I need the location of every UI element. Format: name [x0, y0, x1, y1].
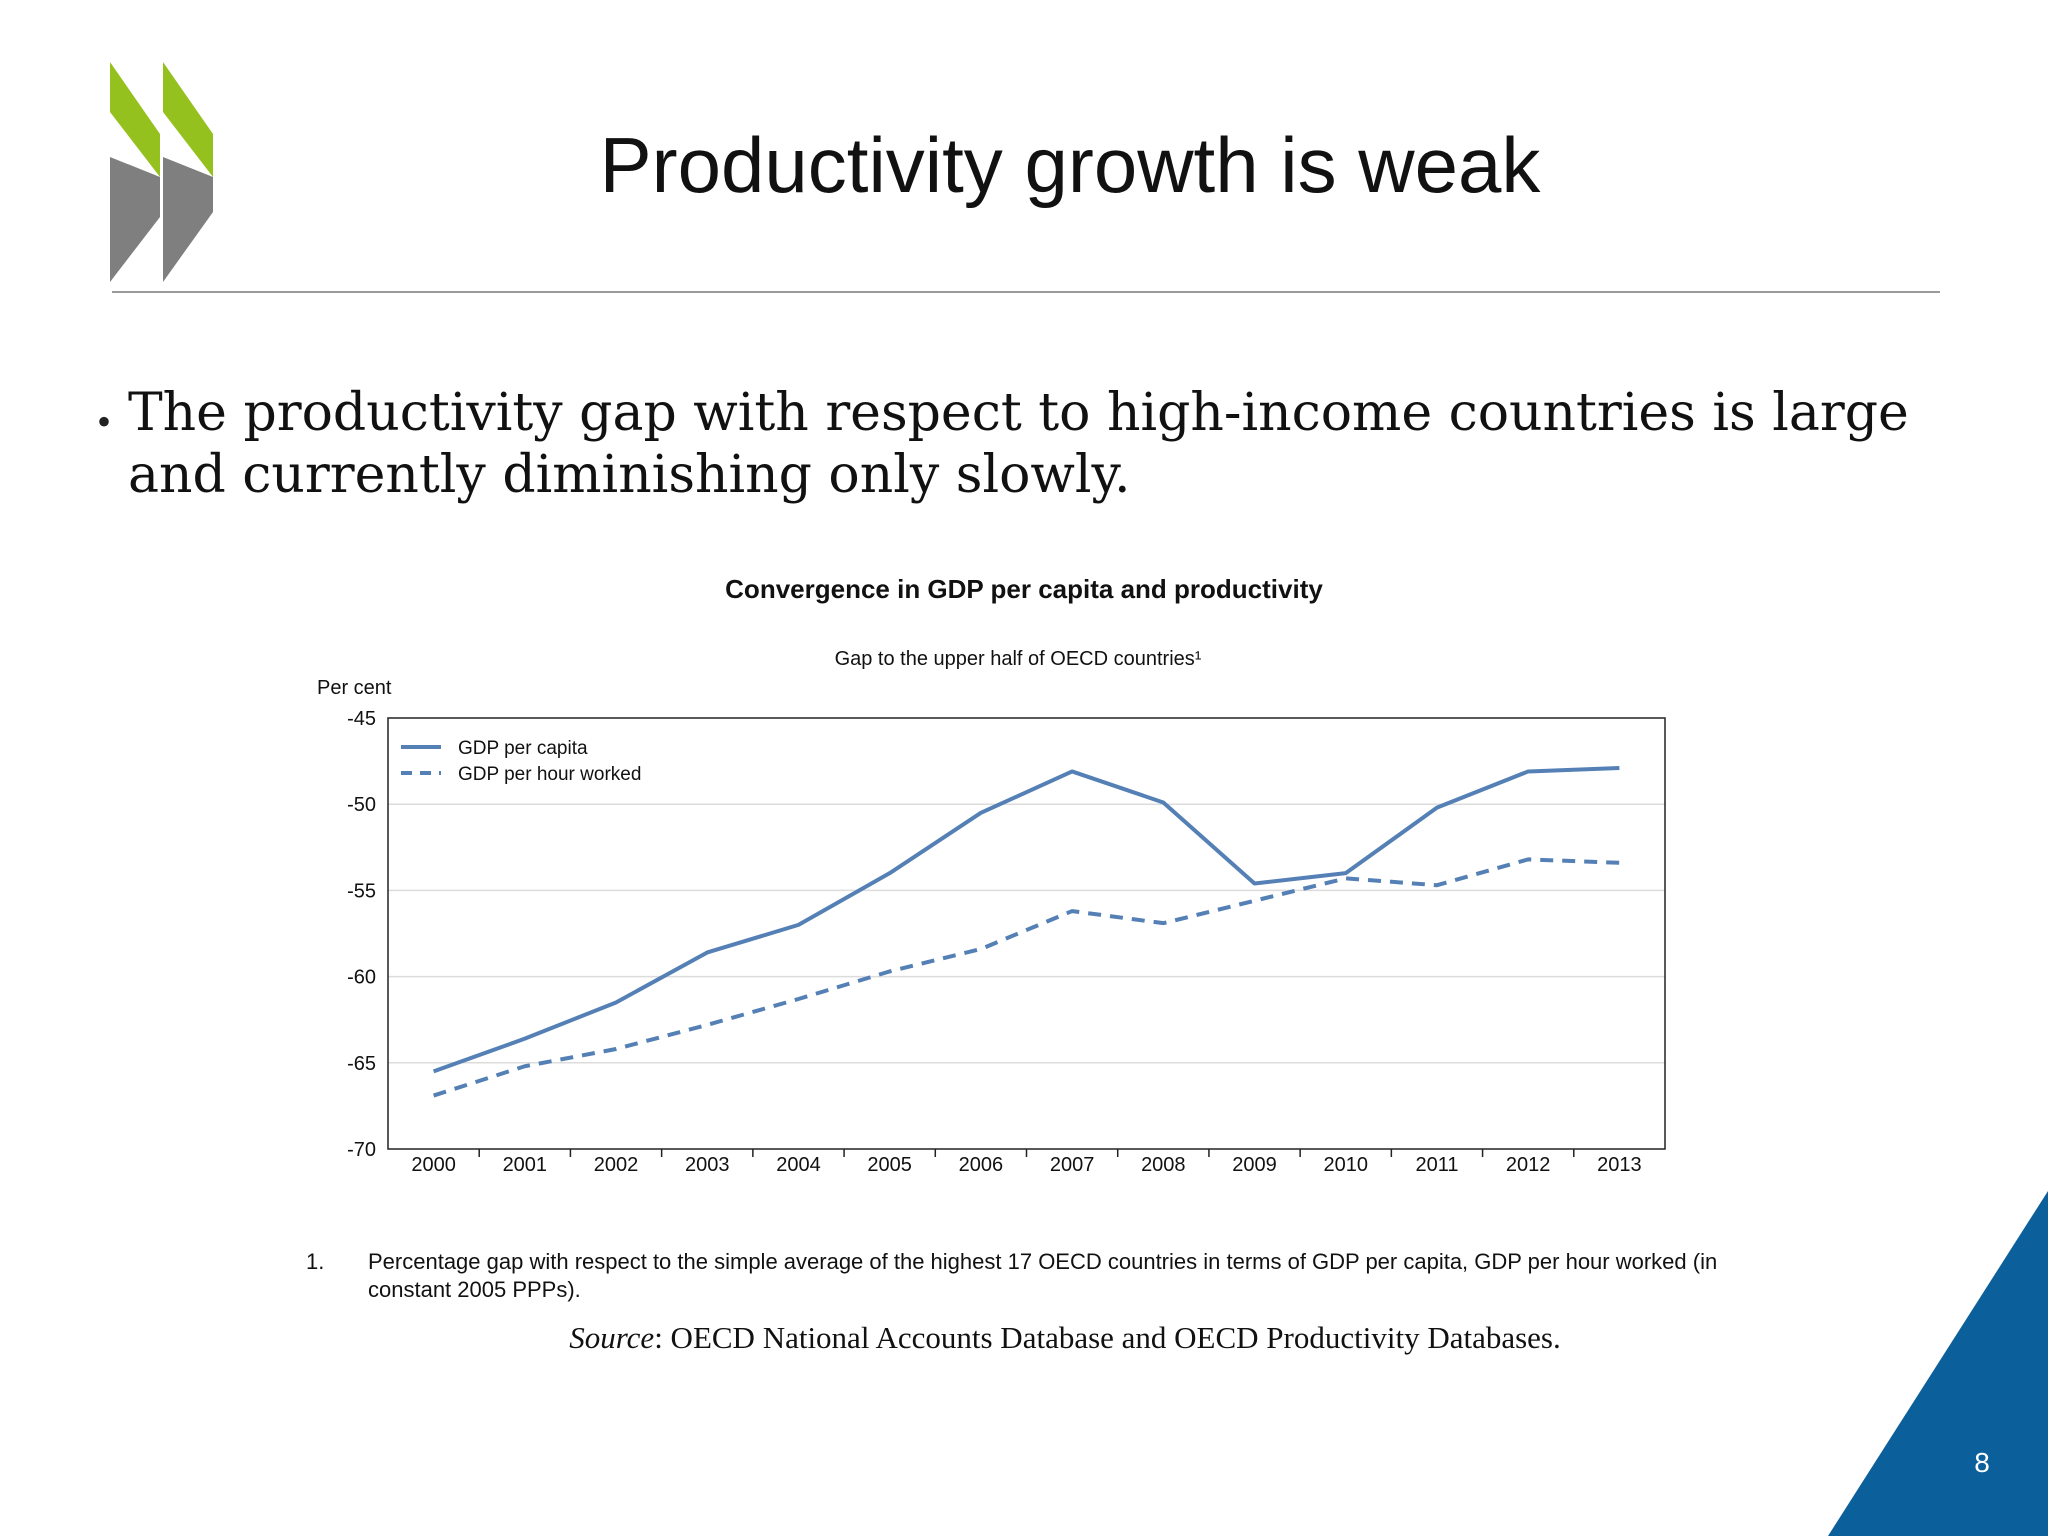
x-tick-label: 2008: [1141, 1154, 1186, 1176]
y-tick-label: -50: [347, 794, 376, 816]
page-number: 8: [1974, 1447, 1990, 1478]
series-line: [432, 857, 1620, 1098]
x-tick-label: 2007: [1050, 1154, 1095, 1176]
x-tick-label: 2000: [411, 1154, 456, 1176]
y-tick-label: -70: [347, 1139, 376, 1161]
corner-triangle: [1828, 1191, 2048, 1536]
x-tick-label: 2006: [959, 1154, 1004, 1176]
y-axis-label: Per cent: [317, 677, 392, 699]
slide-title: Productivity growth is weak: [599, 121, 1541, 209]
y-tick-label: -45: [347, 708, 376, 730]
source-text: : OECD National Accounts Database and OE…: [654, 1320, 1561, 1355]
oecd-logo-icon: [110, 62, 213, 282]
x-tick-label: 2009: [1232, 1154, 1277, 1176]
legend-label: GDP per capita: [458, 738, 588, 759]
y-tick-label: -65: [347, 1053, 376, 1075]
footnote-text: Percentage gap with respect to the simpl…: [368, 1249, 1718, 1302]
x-tick-label: 2001: [503, 1154, 548, 1176]
x-tick-label: 2002: [594, 1154, 639, 1176]
source-line: Source: OECD National Accounts Database …: [0, 1320, 2048, 1356]
footnote-number: 1.: [306, 1249, 325, 1274]
bullet-text: The productivity gap with respect to hig…: [128, 383, 1909, 505]
legend-label: GDP per hour worked: [458, 764, 641, 785]
chart-subtitle: Gap to the upper half of OECD countries¹: [834, 648, 1202, 670]
x-tick-label: 2004: [776, 1154, 821, 1176]
x-tick-label: 2010: [1324, 1154, 1369, 1176]
title-divider: [112, 291, 1940, 293]
x-tick-label: 2011: [1415, 1154, 1458, 1176]
x-tick-label: 2005: [867, 1154, 912, 1176]
x-tick-label: 2013: [1597, 1154, 1642, 1176]
chart-title: Convergence in GDP per capita and produc…: [725, 574, 1323, 604]
y-tick-label: -60: [347, 967, 376, 989]
x-tick-label: 2003: [685, 1154, 730, 1176]
source-label: Source: [569, 1320, 655, 1355]
series-line: [432, 765, 1620, 1074]
bullet-marker: •: [97, 399, 112, 444]
y-tick-label: -55: [347, 880, 376, 902]
x-tick-label: 2012: [1506, 1154, 1551, 1176]
